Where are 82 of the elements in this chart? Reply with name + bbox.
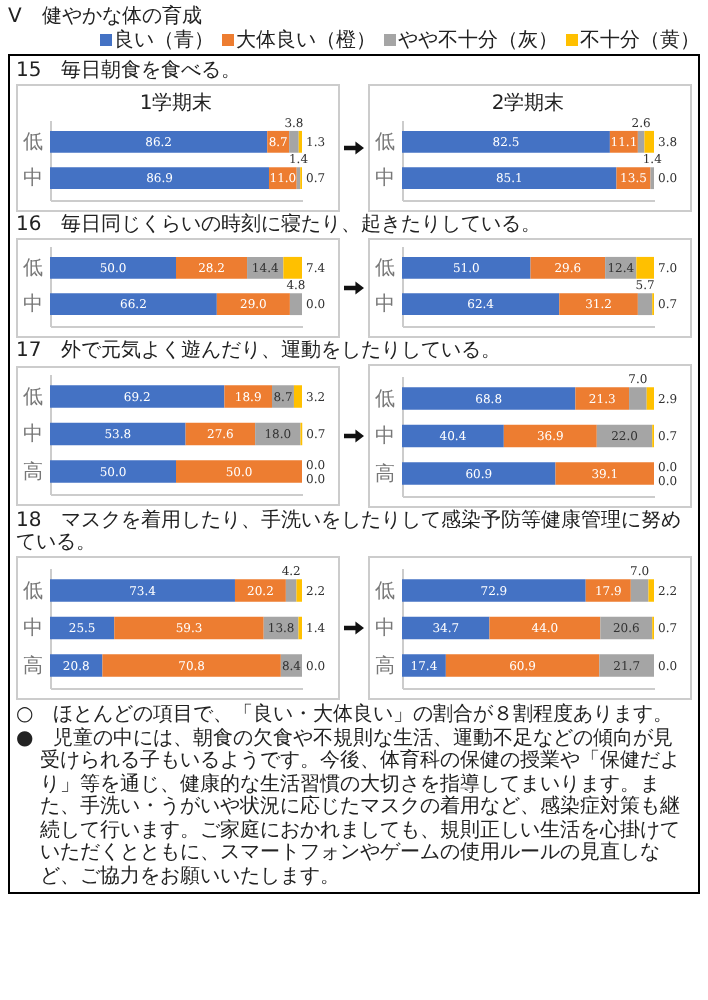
bar — [50, 654, 103, 677]
y-tick-label: 低 — [375, 388, 395, 411]
legend-label: 大体良い（橙） — [234, 30, 376, 52]
bar — [644, 130, 654, 153]
bar — [636, 256, 654, 279]
y-tick-label: 低 — [23, 257, 43, 280]
bar — [50, 579, 235, 602]
y-tick-label: 中 — [23, 292, 43, 317]
y-tick-label: 中 — [375, 424, 395, 448]
bar — [296, 579, 302, 602]
bar — [559, 293, 638, 316]
bar — [503, 424, 597, 448]
y-tick-label: 高 — [23, 459, 43, 484]
bar — [585, 579, 631, 602]
bar — [445, 654, 600, 677]
text: 18 マスクを着用したり、手洗いをしたりして感染予防等健康管理に努めている。 — [16, 510, 684, 554]
bar — [402, 387, 576, 410]
bar — [530, 256, 606, 279]
chart-title: 16 毎日同じくらいの時刻に寝たり、起きたりしている。 — [16, 214, 544, 236]
y-tick-label: 低 — [375, 131, 395, 154]
y-tick-label: 中 — [375, 166, 395, 191]
text: ● 児童の中には、朝食の欠食や不規則な生活、運動不足などの傾向が見受けられる子もいるようです。今後、体育科の保健の授業や「保健だより」等を通じ、健康的な生活習慣の大切さを指導してまいります。また、手洗い・うがいや状況に応じたマスクの着用など、感染症対策も継続して行います。ご家庭におかれましても、規則正しい生活を心掛けていただくとともに、スマートフォンやゲームの使用ルールの見直しなど、ご協力をお願いいたします。 — [16, 727, 682, 888]
bar — [289, 130, 299, 153]
bar — [402, 654, 446, 677]
bar — [176, 256, 248, 279]
bar — [114, 616, 264, 640]
bar — [575, 387, 630, 410]
bar — [637, 130, 645, 153]
bar — [646, 387, 654, 410]
bar — [402, 167, 617, 190]
bar — [402, 579, 586, 602]
y-tick-label: 高 — [375, 653, 395, 678]
chart-title: 15 毎日朝食を食べる。 — [16, 60, 244, 82]
bar — [50, 167, 269, 190]
bar — [599, 654, 654, 677]
y-tick-label: 中 — [23, 422, 43, 446]
y-tick-label: 低 — [375, 580, 395, 603]
chart-subtitle: 1学期末 — [139, 90, 213, 115]
y-tick-label: 低 — [375, 257, 395, 280]
y-tick-label: 高 — [375, 461, 395, 486]
bar — [285, 579, 297, 602]
bar — [50, 293, 217, 316]
chart-subtitle: 2学期末 — [491, 90, 565, 115]
bar — [50, 385, 225, 408]
y-tick-label: 中 — [375, 616, 395, 640]
bar — [289, 293, 302, 316]
legend-label: 良い（青） — [112, 30, 214, 52]
y-tick-label: 中 — [375, 292, 395, 317]
bar — [224, 385, 273, 408]
bar — [648, 579, 654, 602]
bar — [555, 462, 654, 485]
bar — [489, 616, 601, 640]
y-tick-label: 中 — [23, 616, 43, 640]
bar — [102, 654, 281, 677]
text: ○ ほとんどの項目で、「良い・大体良い」の割合が８割程度あります。 — [16, 704, 676, 727]
bar — [234, 579, 286, 602]
y-tick-label: 低 — [23, 131, 43, 154]
bar — [637, 293, 653, 316]
bar — [50, 422, 186, 446]
bar — [402, 424, 504, 448]
y-tick-label: 低 — [23, 386, 43, 409]
bar — [50, 130, 268, 153]
bar — [402, 462, 556, 485]
text: V 健やかな体の育成 — [8, 6, 204, 29]
legend-label: やや不十分（灰） — [396, 30, 558, 52]
chart-title: 17 外で元気よく遊んだり、運動をしたりしている。 — [16, 340, 504, 362]
bar — [283, 256, 302, 279]
bar — [293, 385, 302, 408]
bar — [216, 293, 290, 316]
y-tick-label: 中 — [23, 166, 43, 191]
bar — [630, 579, 649, 602]
bar — [402, 130, 610, 153]
legend-label: 不十分（黄） — [578, 30, 700, 52]
bar — [402, 256, 531, 279]
y-tick-label: 低 — [23, 580, 43, 603]
bar — [176, 460, 302, 483]
bar — [402, 616, 490, 640]
bar — [50, 256, 176, 279]
bar — [629, 387, 647, 410]
y-tick-label: 高 — [23, 653, 43, 678]
bar — [50, 460, 176, 483]
bar — [402, 293, 560, 316]
